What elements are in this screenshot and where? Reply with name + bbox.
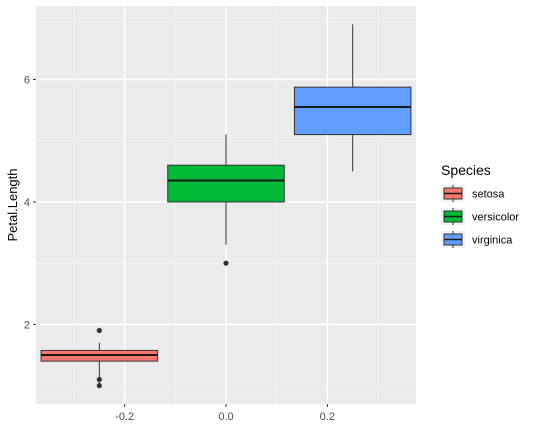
outlier-point bbox=[96, 327, 102, 334]
y-tick-label: 4 bbox=[24, 197, 30, 209]
legend-label: versicolor bbox=[472, 212, 519, 224]
box-body bbox=[293, 86, 412, 136]
outlier-point bbox=[96, 383, 102, 389]
outlier-point bbox=[223, 260, 229, 266]
y-tick-label: 2 bbox=[24, 319, 30, 331]
x-tick-label: 0.0 bbox=[218, 411, 233, 423]
legend-item-versicolor: versicolor bbox=[441, 208, 519, 225]
legend-title: Species bbox=[441, 162, 491, 178]
box-virginica bbox=[293, 24, 412, 172]
y-axis: 2 4 6 bbox=[24, 74, 36, 331]
x-axis: -0.2 0.0 0.2 bbox=[115, 404, 335, 423]
y-tick-label: 6 bbox=[24, 74, 30, 86]
box-body bbox=[167, 164, 285, 203]
box-setosa bbox=[40, 327, 159, 389]
legend-item-setosa: setosa bbox=[441, 185, 505, 202]
x-tick-label: -0.2 bbox=[115, 411, 134, 423]
y-axis-title: Petal.Length bbox=[5, 168, 20, 241]
legend: Species setosa versicolor virginica bbox=[441, 162, 519, 248]
box-series bbox=[40, 24, 412, 389]
outlier-point bbox=[96, 376, 102, 383]
x-tick-label: 0.2 bbox=[320, 411, 335, 423]
legend-item-virginica: virginica bbox=[441, 231, 513, 248]
legend-label: setosa bbox=[472, 189, 505, 201]
box-versicolor bbox=[167, 134, 285, 266]
legend-label: virginica bbox=[472, 235, 513, 247]
